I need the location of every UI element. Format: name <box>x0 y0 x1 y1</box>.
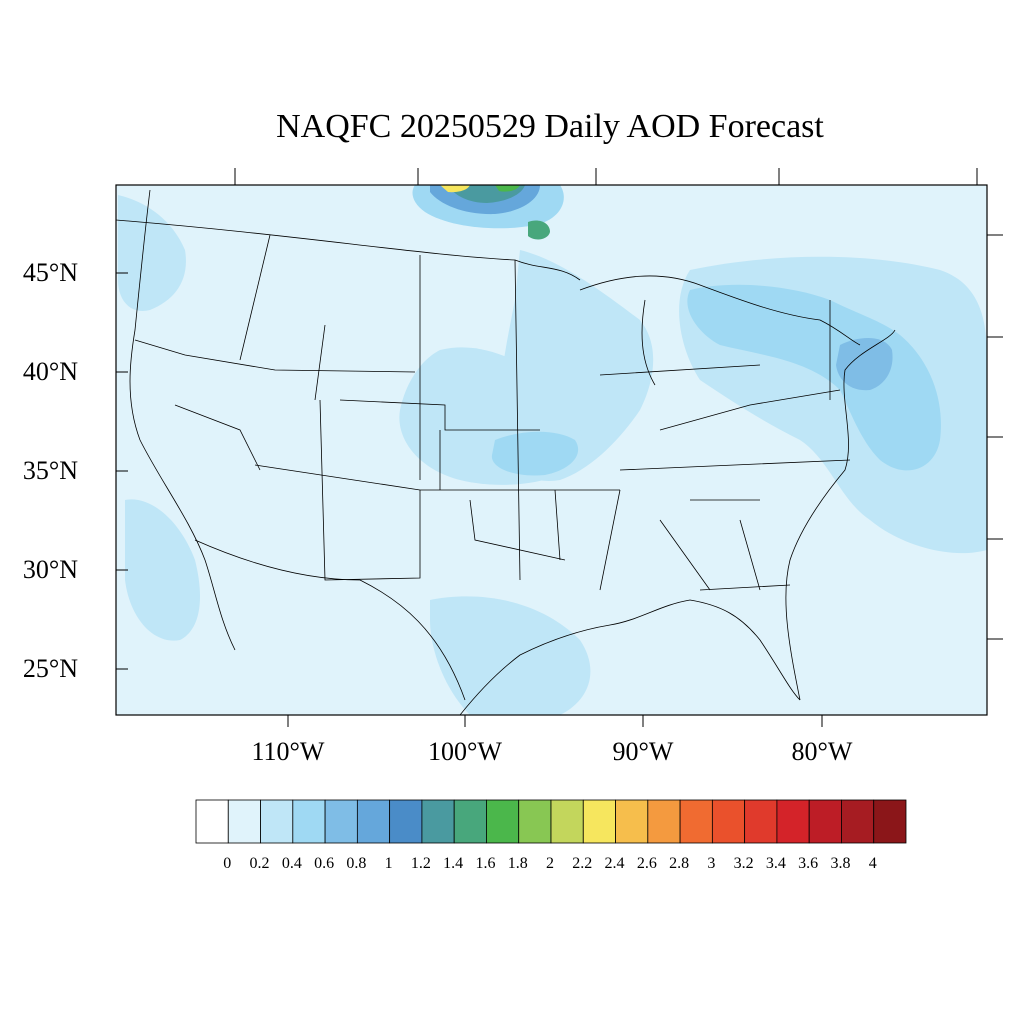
west-coast <box>129 189 236 651</box>
aod-canada-smoke-6 <box>528 220 550 240</box>
lat-label-40: 40°N <box>22 357 78 386</box>
colorbar-tick-label: 0.8 <box>346 855 367 872</box>
colorbar-tick-label: 3.4 <box>765 855 786 872</box>
colorbar-tick-label: 1.2 <box>410 855 431 872</box>
colorbar-tick-label: 2.4 <box>604 855 625 872</box>
state-lines-4 <box>599 300 851 471</box>
state-lines-5 <box>659 499 791 591</box>
colorbar-tick-label: 0.4 <box>281 855 302 872</box>
colorbar-swatch <box>615 799 649 844</box>
colorbar-tick-label: 2.6 <box>636 855 657 872</box>
aod-kansas-core <box>491 431 579 476</box>
plot-frame <box>115 184 988 716</box>
colorbar <box>195 799 907 844</box>
colorbar-tick-label: 3.6 <box>798 855 819 872</box>
boundaries <box>115 189 896 716</box>
colorbar-swatch <box>776 799 810 844</box>
colorbar-swatch <box>195 799 229 844</box>
aod-field <box>118 185 987 715</box>
colorbar-swatch <box>841 799 875 844</box>
colorbar-tick-label: 4 <box>868 855 877 872</box>
lat-label-25: 25°N <box>22 654 78 683</box>
colorbar-swatch <box>486 799 520 844</box>
state-lines-3 <box>339 399 621 591</box>
lake-michigan <box>641 299 656 386</box>
lat-label-35: 35°N <box>22 456 78 485</box>
colorbar-swatch <box>873 799 907 844</box>
map-title: NAQFC 20250529 Daily AOD Forecast <box>276 108 824 145</box>
colorbar-swatch <box>421 799 455 844</box>
colorbar-tick-label: 1.6 <box>475 855 496 872</box>
colorbar-tick-label: 1 <box>384 855 393 872</box>
aod-pacific-nw <box>118 195 186 311</box>
axis-ticks <box>116 168 1003 727</box>
aod-gulf-band <box>430 596 591 715</box>
colorbar-tick-label: 0.2 <box>249 855 270 872</box>
aod-plume-nyc <box>836 338 893 391</box>
colorbar-tick-label: 1.8 <box>507 855 528 872</box>
us-mexico-border <box>194 539 466 701</box>
state-lines-1 <box>239 234 521 581</box>
colorbar-tick-label: 3.2 <box>733 855 754 872</box>
colorbar-swatch <box>356 799 391 844</box>
colorbar-tick-label: 3.8 <box>830 855 851 872</box>
colorbar-swatch <box>227 799 261 844</box>
colorbar-swatch <box>647 799 681 844</box>
colorbar-swatch <box>679 799 713 844</box>
colorbar-tick-label: 2.2 <box>572 855 593 872</box>
colorbar-tick-label: 1.4 <box>443 855 464 872</box>
colorbar-tick-label: 2.8 <box>669 855 690 872</box>
lon-label-80w: 80°W <box>791 737 853 766</box>
aod-canada-smoke-5 <box>495 185 520 192</box>
colorbar-swatch <box>453 799 487 844</box>
colorbar-swatch <box>711 799 746 844</box>
lon-label-90w: 90°W <box>612 737 674 766</box>
lon-label-110w: 110°W <box>251 737 325 766</box>
gulf-coast <box>459 599 801 716</box>
colorbar-swatch <box>808 799 842 844</box>
colorbar-swatch <box>324 799 358 844</box>
colorbar-tick-label: 0 <box>223 855 232 872</box>
colorbar-swatch <box>550 799 584 844</box>
colorbar-swatch <box>518 799 552 844</box>
colorbar-swatch <box>582 799 616 844</box>
state-lines-6 <box>319 399 566 581</box>
colorbar-swatch <box>744 799 778 844</box>
colorbar-tick-label: 0.6 <box>314 855 335 872</box>
aod-california-coast <box>125 499 200 641</box>
colorbar-swatch <box>292 799 326 844</box>
lon-label-100w: 100°W <box>428 737 502 766</box>
east-coast <box>785 329 896 701</box>
colorbar-tick-label: 3 <box>707 855 716 872</box>
aod-canada-smoke-4 <box>440 185 470 193</box>
lat-label-45: 45°N <box>22 258 78 287</box>
us-canada-border <box>115 219 581 281</box>
aod-plume-atlantic-core <box>687 284 941 471</box>
great-lakes <box>579 275 861 346</box>
colorbar-swatch <box>389 799 423 844</box>
colorbar-tick-label: 2 <box>546 855 554 872</box>
lat-label-30: 30°N <box>22 555 78 584</box>
colorbar-swatch <box>260 799 294 844</box>
